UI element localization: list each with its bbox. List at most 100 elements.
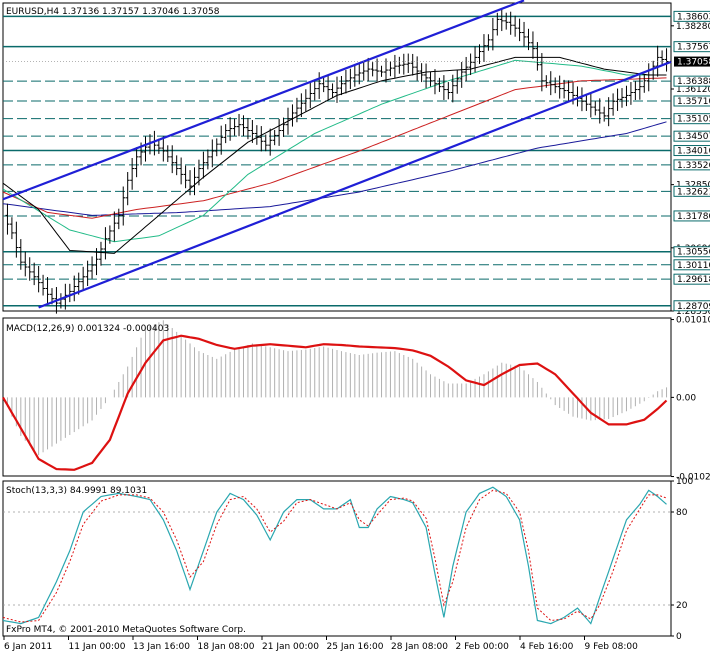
current-price-label: 1.37058 <box>677 58 710 68</box>
price-bar <box>214 138 219 157</box>
price-bar <box>579 87 584 112</box>
level-label-box <box>673 259 710 271</box>
price-bar <box>348 68 353 90</box>
level-label-box <box>673 145 710 157</box>
price-bar <box>539 53 544 92</box>
main-panel-frame <box>2 2 672 312</box>
price-bar <box>330 83 335 99</box>
price-bar <box>241 115 246 137</box>
price-bar <box>526 28 531 51</box>
level-label: 1.34507 <box>677 132 710 142</box>
level-label: 1.35105 <box>677 115 710 125</box>
time-tick-label: 11 Jan 00:00 <box>69 642 126 652</box>
price-bar <box>588 92 593 118</box>
price-bar <box>232 118 237 136</box>
price-bar <box>624 85 629 107</box>
price-bar <box>299 93 304 118</box>
price-bar <box>205 149 210 170</box>
price-bar <box>602 106 607 122</box>
time-tick-label: 21 Jan 00:00 <box>262 642 319 652</box>
price-bar <box>45 277 50 305</box>
price-bar <box>116 208 121 230</box>
level-label: 1.34016 <box>677 147 710 157</box>
price-bar <box>611 93 616 116</box>
price-bar <box>161 136 166 162</box>
stochastic-tick-label: 20 <box>676 601 688 611</box>
price-bar <box>544 75 549 88</box>
price-bar <box>357 62 362 85</box>
price-bar <box>397 56 402 74</box>
price-bar <box>450 74 455 103</box>
price-bar <box>317 72 322 99</box>
price-bar <box>495 12 500 36</box>
price-bar <box>392 54 397 79</box>
price-bar <box>637 75 642 100</box>
price-bar <box>651 60 656 80</box>
price-bar <box>606 97 611 127</box>
price-bar <box>121 186 126 226</box>
price-bar <box>473 46 478 73</box>
price-bar <box>192 167 197 196</box>
price-bar <box>94 248 99 276</box>
price-bar <box>517 18 522 42</box>
price-bar <box>9 217 14 240</box>
macd-axis: 0.01010 0.00 -0.01027 <box>671 316 710 483</box>
price-bar <box>335 76 339 103</box>
stochastic-main-line <box>2 486 667 625</box>
copyright-text: FxPro MT4, © 2001-2010 MetaQuotes Softwa… <box>6 625 246 635</box>
price-bar <box>72 275 77 302</box>
price-bar <box>143 136 148 162</box>
price-bar <box>628 82 633 105</box>
price-bar <box>584 93 589 111</box>
price-bar <box>490 17 495 51</box>
level-lines <box>3 15 671 307</box>
price-bar <box>343 69 348 94</box>
price-bar <box>286 107 291 135</box>
price-bar <box>486 34 491 51</box>
price-bar <box>553 77 558 94</box>
price-bar <box>446 82 451 100</box>
current-price-box <box>674 56 710 67</box>
level-label-box <box>673 273 710 285</box>
macd-signal <box>2 334 668 471</box>
stochastic-panel[interactable]: 100 80 20 0 Stoch(13,3,3) 84.9991 89.1031 F… <box>2 477 693 642</box>
macd-tick-label: 0.00 <box>676 393 696 403</box>
moving-average-line <box>2 59 667 243</box>
channel-line[interactable] <box>38 60 672 309</box>
price-bar <box>210 139 215 168</box>
price-bar <box>615 88 620 111</box>
price-bar <box>401 53 406 75</box>
price-bar <box>441 75 446 100</box>
price-tick-label: 1.28530 <box>676 307 710 317</box>
macd-signal-line <box>2 334 668 471</box>
level-label-box <box>673 95 710 107</box>
price-bar <box>294 97 299 123</box>
price-bar <box>196 159 201 186</box>
price-bar <box>620 88 625 108</box>
price-bar <box>81 266 86 291</box>
price-bar <box>156 138 161 154</box>
stochastic-label: Stoch(13,3,3) 84.9991 89.1031 <box>6 486 147 496</box>
price-bar <box>415 56 420 81</box>
channel-lines[interactable] <box>2 0 672 309</box>
moving-averages <box>2 56 667 254</box>
stochastic-tick-label: 100 <box>676 477 693 487</box>
price-bar <box>370 62 375 77</box>
level-label: 1.38603 <box>677 12 710 22</box>
level-label-box <box>673 10 710 22</box>
moving-average-line <box>2 77 667 219</box>
price-bar <box>508 11 513 35</box>
price-bar <box>223 124 228 144</box>
level-label-box <box>673 159 710 171</box>
price-bar <box>432 69 437 95</box>
price-bar <box>263 134 268 152</box>
channel-line[interactable] <box>2 0 525 201</box>
level-label-box <box>673 300 710 312</box>
price-bar <box>321 77 326 93</box>
level-label: 1.36388 <box>677 77 710 87</box>
level-label: 1.30110 <box>677 261 710 271</box>
macd-panel[interactable]: 0.01010 0.00 -0.01027 MACD(12,26,9) 0.0013… <box>2 316 710 483</box>
price-bar <box>18 239 23 270</box>
